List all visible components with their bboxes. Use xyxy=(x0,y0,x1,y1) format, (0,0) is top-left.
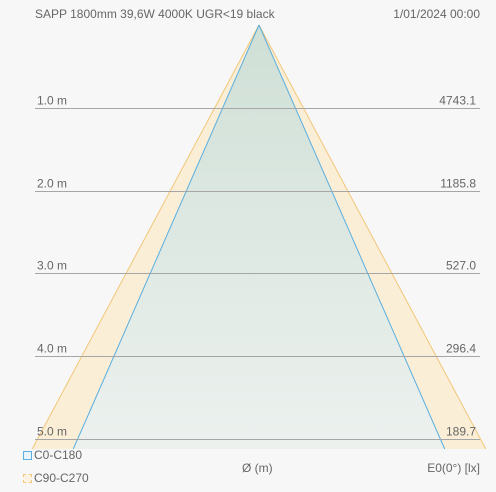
distance-label: 5.0 m xyxy=(37,425,67,439)
distance-label: 4.0 m xyxy=(37,342,67,356)
legend-c0-c180-label: C0-C180 xyxy=(34,448,83,462)
illuminance-value: 527.0 xyxy=(446,259,476,273)
distance-label: 2.0 m xyxy=(37,177,67,191)
product-title: SAPP 1800mm 39,6W 4000K UGR<19 black xyxy=(35,7,275,21)
legend-c90-c270: C90-C270 xyxy=(23,471,89,485)
illuminance-value: 189.7 xyxy=(446,425,476,439)
distance-label: 3.0 m xyxy=(37,259,67,273)
x-axis-caption: Ø (m) xyxy=(242,461,273,475)
legend-c90-c270-label: C90-C270 xyxy=(34,471,89,485)
illuminance-caption: E0(0°) [lx] xyxy=(427,461,480,475)
cone-edge-left-c90-c270 xyxy=(31,24,260,450)
illuminance-value: 1185.8 xyxy=(440,177,476,191)
illuminance-value: 4743.1 xyxy=(439,94,476,108)
illuminance-value: 296.4 xyxy=(446,342,476,356)
legend-c0-c180-swatch xyxy=(23,450,32,460)
legend-c90-c270-swatch xyxy=(23,473,32,483)
cone-edge-left-c0-c180 xyxy=(72,24,260,450)
legend-c0-c180: C0-C180 xyxy=(23,448,82,462)
distance-label: 1.0 m xyxy=(37,94,67,108)
cone-edge-right-c90-c270 xyxy=(258,24,487,450)
datetime-label: 1/01/2024 00:00 xyxy=(393,7,480,21)
cone-edge-right-c0-c180 xyxy=(258,24,446,450)
cone-fill-c0-c180 xyxy=(73,25,445,449)
